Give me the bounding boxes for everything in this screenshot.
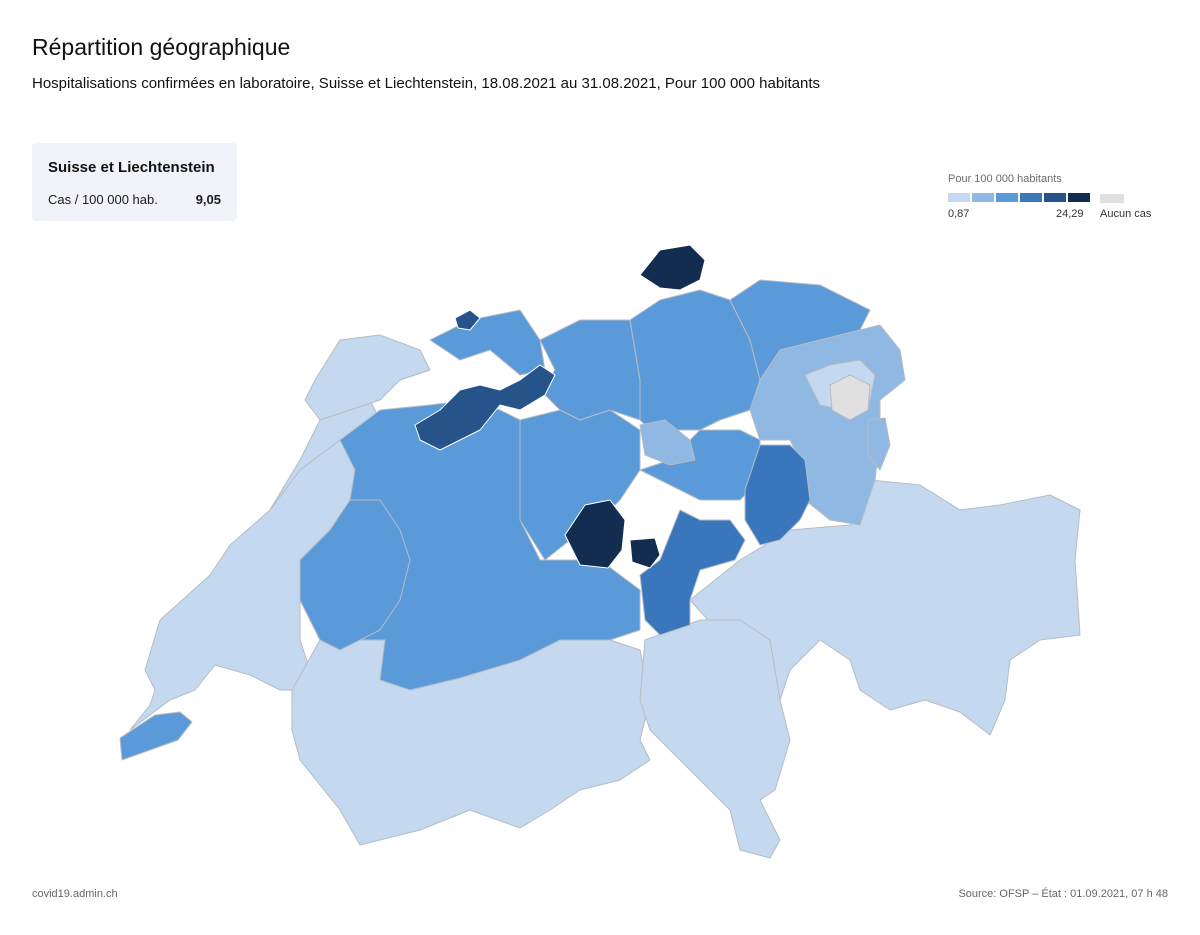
canton-so[interactable] [414, 364, 556, 451]
legend-swatch-3 [1020, 193, 1042, 202]
footer-site: covid19.admin.ch [32, 888, 118, 900]
canton-sh[interactable] [639, 244, 706, 291]
legend-min-label: 0,87 [948, 208, 970, 220]
canton-ur[interactable] [639, 509, 746, 636]
summary-card: Suisse et Liechtenstein Cas / 100 000 ha… [32, 143, 237, 221]
canton-ju[interactable] [304, 334, 431, 421]
canton-ge[interactable] [119, 711, 193, 761]
canton-gl[interactable] [744, 444, 811, 546]
canton-fr[interactable] [299, 499, 411, 651]
summary-region: Suisse et Liechtenstein [48, 159, 215, 176]
canton-bs[interactable] [454, 309, 481, 331]
summary-metric-label: Cas / 100 000 hab. [48, 192, 158, 207]
page-title: Répartition géographique [32, 34, 291, 60]
canton-ow[interactable] [564, 499, 626, 569]
canton-bl[interactable] [429, 309, 546, 376]
footer-source: Source: OFSP – État : 01.09.2021, 07 h 4… [958, 888, 1168, 900]
canton-lu[interactable] [519, 409, 641, 561]
canton-zg[interactable] [639, 419, 696, 466]
summary-metric-value: 9,05 [195, 192, 221, 207]
canton-ti[interactable] [639, 619, 791, 859]
legend-no-cases-label: Aucun cas [1100, 208, 1152, 220]
legend-title: Pour 100 000 habitants [948, 173, 1062, 185]
canton-ag[interactable] [539, 319, 641, 421]
canton-nw[interactable] [629, 537, 661, 569]
legend-no-cases-swatch [1100, 194, 1124, 203]
legend-swatch-2 [996, 193, 1018, 202]
legend-max-label: 24,29 [1056, 208, 1084, 220]
canton-fl[interactable] [867, 417, 891, 471]
legend-swatch-0 [948, 193, 970, 202]
legend-swatch-1 [972, 193, 994, 202]
page-subtitle: Hospitalisations confirmées en laboratoi… [32, 75, 821, 92]
map-legend: Pour 100 000 habitants 0,87 24,29 Aucun … [948, 173, 1168, 220]
canton-ai[interactable] [829, 374, 871, 421]
legend-swatch-5 [1068, 193, 1090, 202]
canton-ne[interactable] [269, 399, 381, 511]
summary-row: Cas / 100 000 hab. 9,05 [48, 192, 221, 207]
legend-color-scale [948, 193, 1168, 202]
legend-swatch-4 [1044, 193, 1066, 202]
